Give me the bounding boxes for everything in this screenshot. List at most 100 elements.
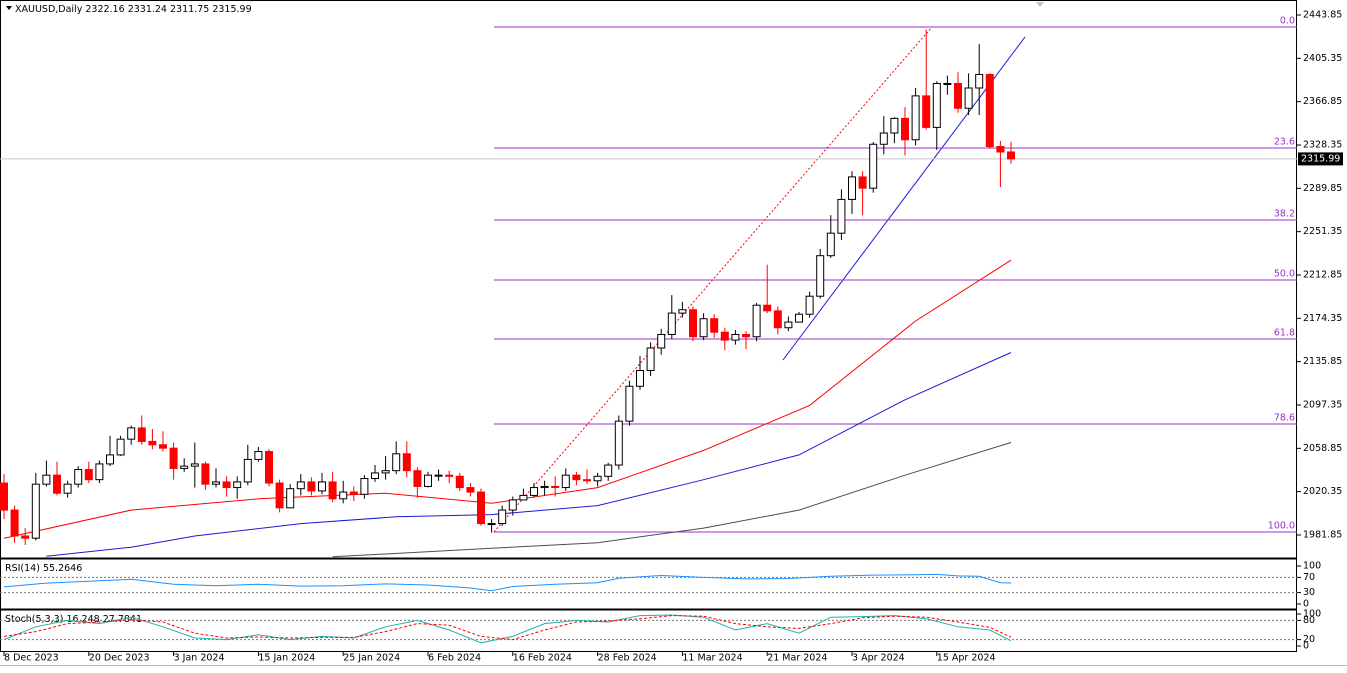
x-tick-label: 15 Jan 2024 (258, 653, 315, 664)
candle-body (349, 491, 358, 495)
y-tick-label: 20 (1303, 634, 1315, 645)
candle-body (455, 475, 464, 489)
candle-body (0, 482, 8, 511)
candle-body (275, 482, 284, 509)
candle-body (985, 73, 994, 148)
candle-body (477, 491, 485, 525)
candle-body (434, 474, 443, 477)
candle-body (286, 488, 295, 509)
candle-body (42, 474, 51, 485)
fib-label: 61.8 (1274, 327, 1295, 338)
symbol-title: XAUUSD,Daily (15, 4, 83, 15)
candle-body (212, 481, 220, 485)
y-tick-label: 1981.85 (1303, 529, 1342, 540)
candle-body (922, 95, 931, 128)
candle-body (95, 463, 104, 481)
candle-body (106, 454, 114, 465)
stoch-title: Stoch(5,3,3) (5, 614, 63, 625)
candle-body (763, 304, 772, 312)
candle-body (795, 313, 803, 323)
candle-body (996, 146, 1005, 153)
candle-body (890, 117, 899, 134)
candle-body (551, 485, 560, 489)
candle-body (339, 491, 348, 500)
candle-body (371, 472, 379, 480)
y-tick-label: 70 (1303, 572, 1315, 583)
candle-body (816, 255, 825, 297)
candle-body (265, 451, 273, 484)
x-tick-label: 16 Feb 2024 (513, 653, 572, 664)
x-tick-label: 11 Mar 2024 (682, 653, 742, 664)
fib-label: 0.0 (1280, 15, 1295, 26)
candle-body (540, 485, 549, 489)
indicator-line (3, 573, 1012, 592)
y-tick-label: 2020.35 (1303, 486, 1342, 497)
candle-body (593, 475, 602, 482)
candle-body (445, 474, 454, 477)
candle-body (742, 333, 750, 338)
candle-body (360, 478, 369, 495)
low-value: 2311.75 (170, 4, 209, 15)
fib-trend-line (493, 26, 933, 533)
candle-body (328, 481, 337, 500)
candle-body (646, 347, 655, 371)
indicator-line (3, 259, 1012, 539)
rsi-title: RSI(14) (5, 563, 40, 574)
candle-body (731, 333, 740, 341)
price-tag-label: 2315.99 (1301, 153, 1340, 164)
candle-body (402, 453, 411, 472)
fib-label: 50.0 (1274, 269, 1295, 280)
candle-body (625, 385, 634, 422)
fib-label: 38.2 (1274, 209, 1295, 220)
candle-body (720, 331, 729, 341)
rsi-header: RSI(14) 55.2646 (5, 563, 82, 574)
y-tick-label: 80 (1303, 615, 1315, 626)
candle-body (784, 321, 793, 329)
candle-body (975, 73, 984, 89)
candle-body (752, 304, 761, 338)
candle-body (53, 474, 61, 494)
candle-body (583, 479, 591, 482)
candle-body (392, 453, 401, 472)
y-tick-label: 2097.35 (1303, 399, 1342, 410)
candle-body (116, 438, 125, 456)
candle-body (307, 481, 316, 492)
candle-body (413, 470, 422, 487)
x-tick-label: 8 Dec 2023 (4, 653, 59, 664)
y-tick-label: 2289.85 (1303, 183, 1342, 194)
price-tag (1298, 152, 1343, 166)
candle-body (932, 82, 941, 128)
x-tick-label: 28 Feb 2024 (598, 653, 657, 664)
indicator-line (3, 614, 1012, 644)
candle-body (805, 295, 814, 315)
y-tick-label: 2135.85 (1303, 356, 1342, 367)
y-tick-label: 100 (1303, 561, 1321, 572)
candle-body (318, 481, 326, 492)
candle-body (243, 458, 252, 483)
candle-body (901, 117, 909, 141)
candle-body (180, 465, 189, 469)
candle-body (837, 198, 846, 234)
candle-body (201, 463, 210, 485)
candle-body (233, 481, 242, 489)
candle-body (858, 176, 867, 189)
candle-body (614, 420, 623, 466)
candle-body (519, 494, 528, 501)
candle-body (667, 312, 676, 335)
y-tick-label: 0 (1303, 641, 1309, 652)
candle-body (636, 369, 644, 387)
candle-body (381, 470, 390, 474)
y-tick-label: 100 (1303, 609, 1321, 620)
candle-body (508, 499, 517, 511)
candle-body (826, 232, 835, 257)
candle-body (74, 469, 83, 485)
shift-marker (1036, 2, 1044, 7)
candle-body (190, 463, 199, 467)
candle-body (954, 82, 962, 109)
candle-body (773, 310, 782, 329)
candle-body (10, 509, 19, 537)
candle-body (848, 176, 856, 200)
x-tick-label: 3 Jan 2024 (174, 653, 225, 664)
